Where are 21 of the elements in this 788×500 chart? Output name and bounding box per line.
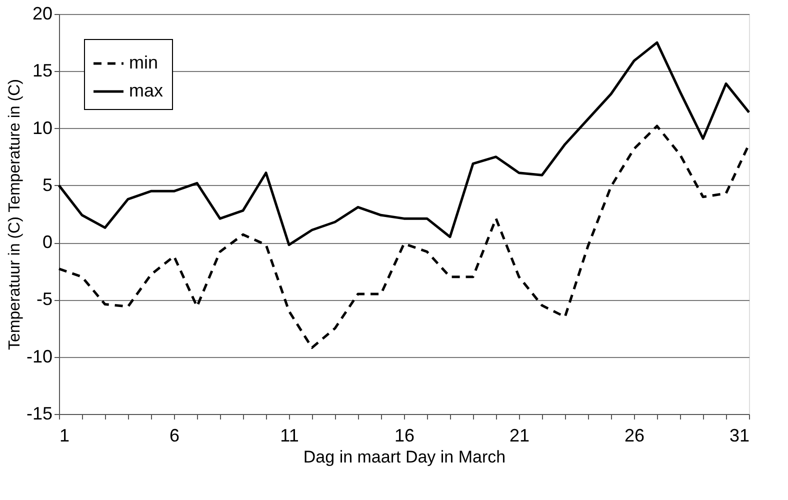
y-tick-label: 15	[32, 60, 52, 81]
legend-label: max	[129, 80, 164, 100]
y-tick-label: 10	[32, 118, 52, 138]
x-tick-label: 11	[280, 426, 299, 446]
x-tick-label: 21	[509, 426, 530, 446]
y-axis-title: Temperatuur in (C) Temperature in (C)	[6, 79, 24, 350]
y-tick-label: 20	[32, 4, 52, 24]
x-tick-label: 6	[169, 426, 180, 446]
y-tick-label: -15	[26, 404, 52, 424]
y-tick-label: 5	[42, 174, 52, 195]
x-tick-label: 16	[394, 426, 415, 446]
y-tick-label: 0	[42, 232, 52, 252]
x-axis-title: Dag in maart Day in March	[303, 448, 506, 466]
x-tick-label: 1	[60, 426, 70, 446]
line-series	[58, 124, 750, 349]
line-series	[58, 41, 750, 246]
x-tick-label: 26	[624, 426, 645, 446]
y-tick-label: -5	[36, 289, 52, 310]
x-tick-label: 31	[729, 426, 750, 446]
y-tick-label: -10	[26, 346, 52, 366]
legend-label: min	[129, 52, 158, 72]
